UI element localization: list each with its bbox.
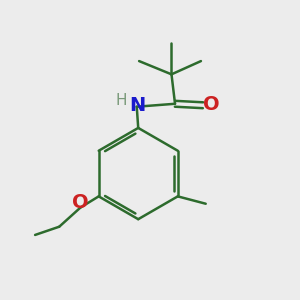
Text: N: N — [129, 96, 145, 115]
Text: O: O — [203, 95, 220, 114]
Text: H: H — [116, 93, 127, 108]
Text: O: O — [72, 193, 89, 212]
